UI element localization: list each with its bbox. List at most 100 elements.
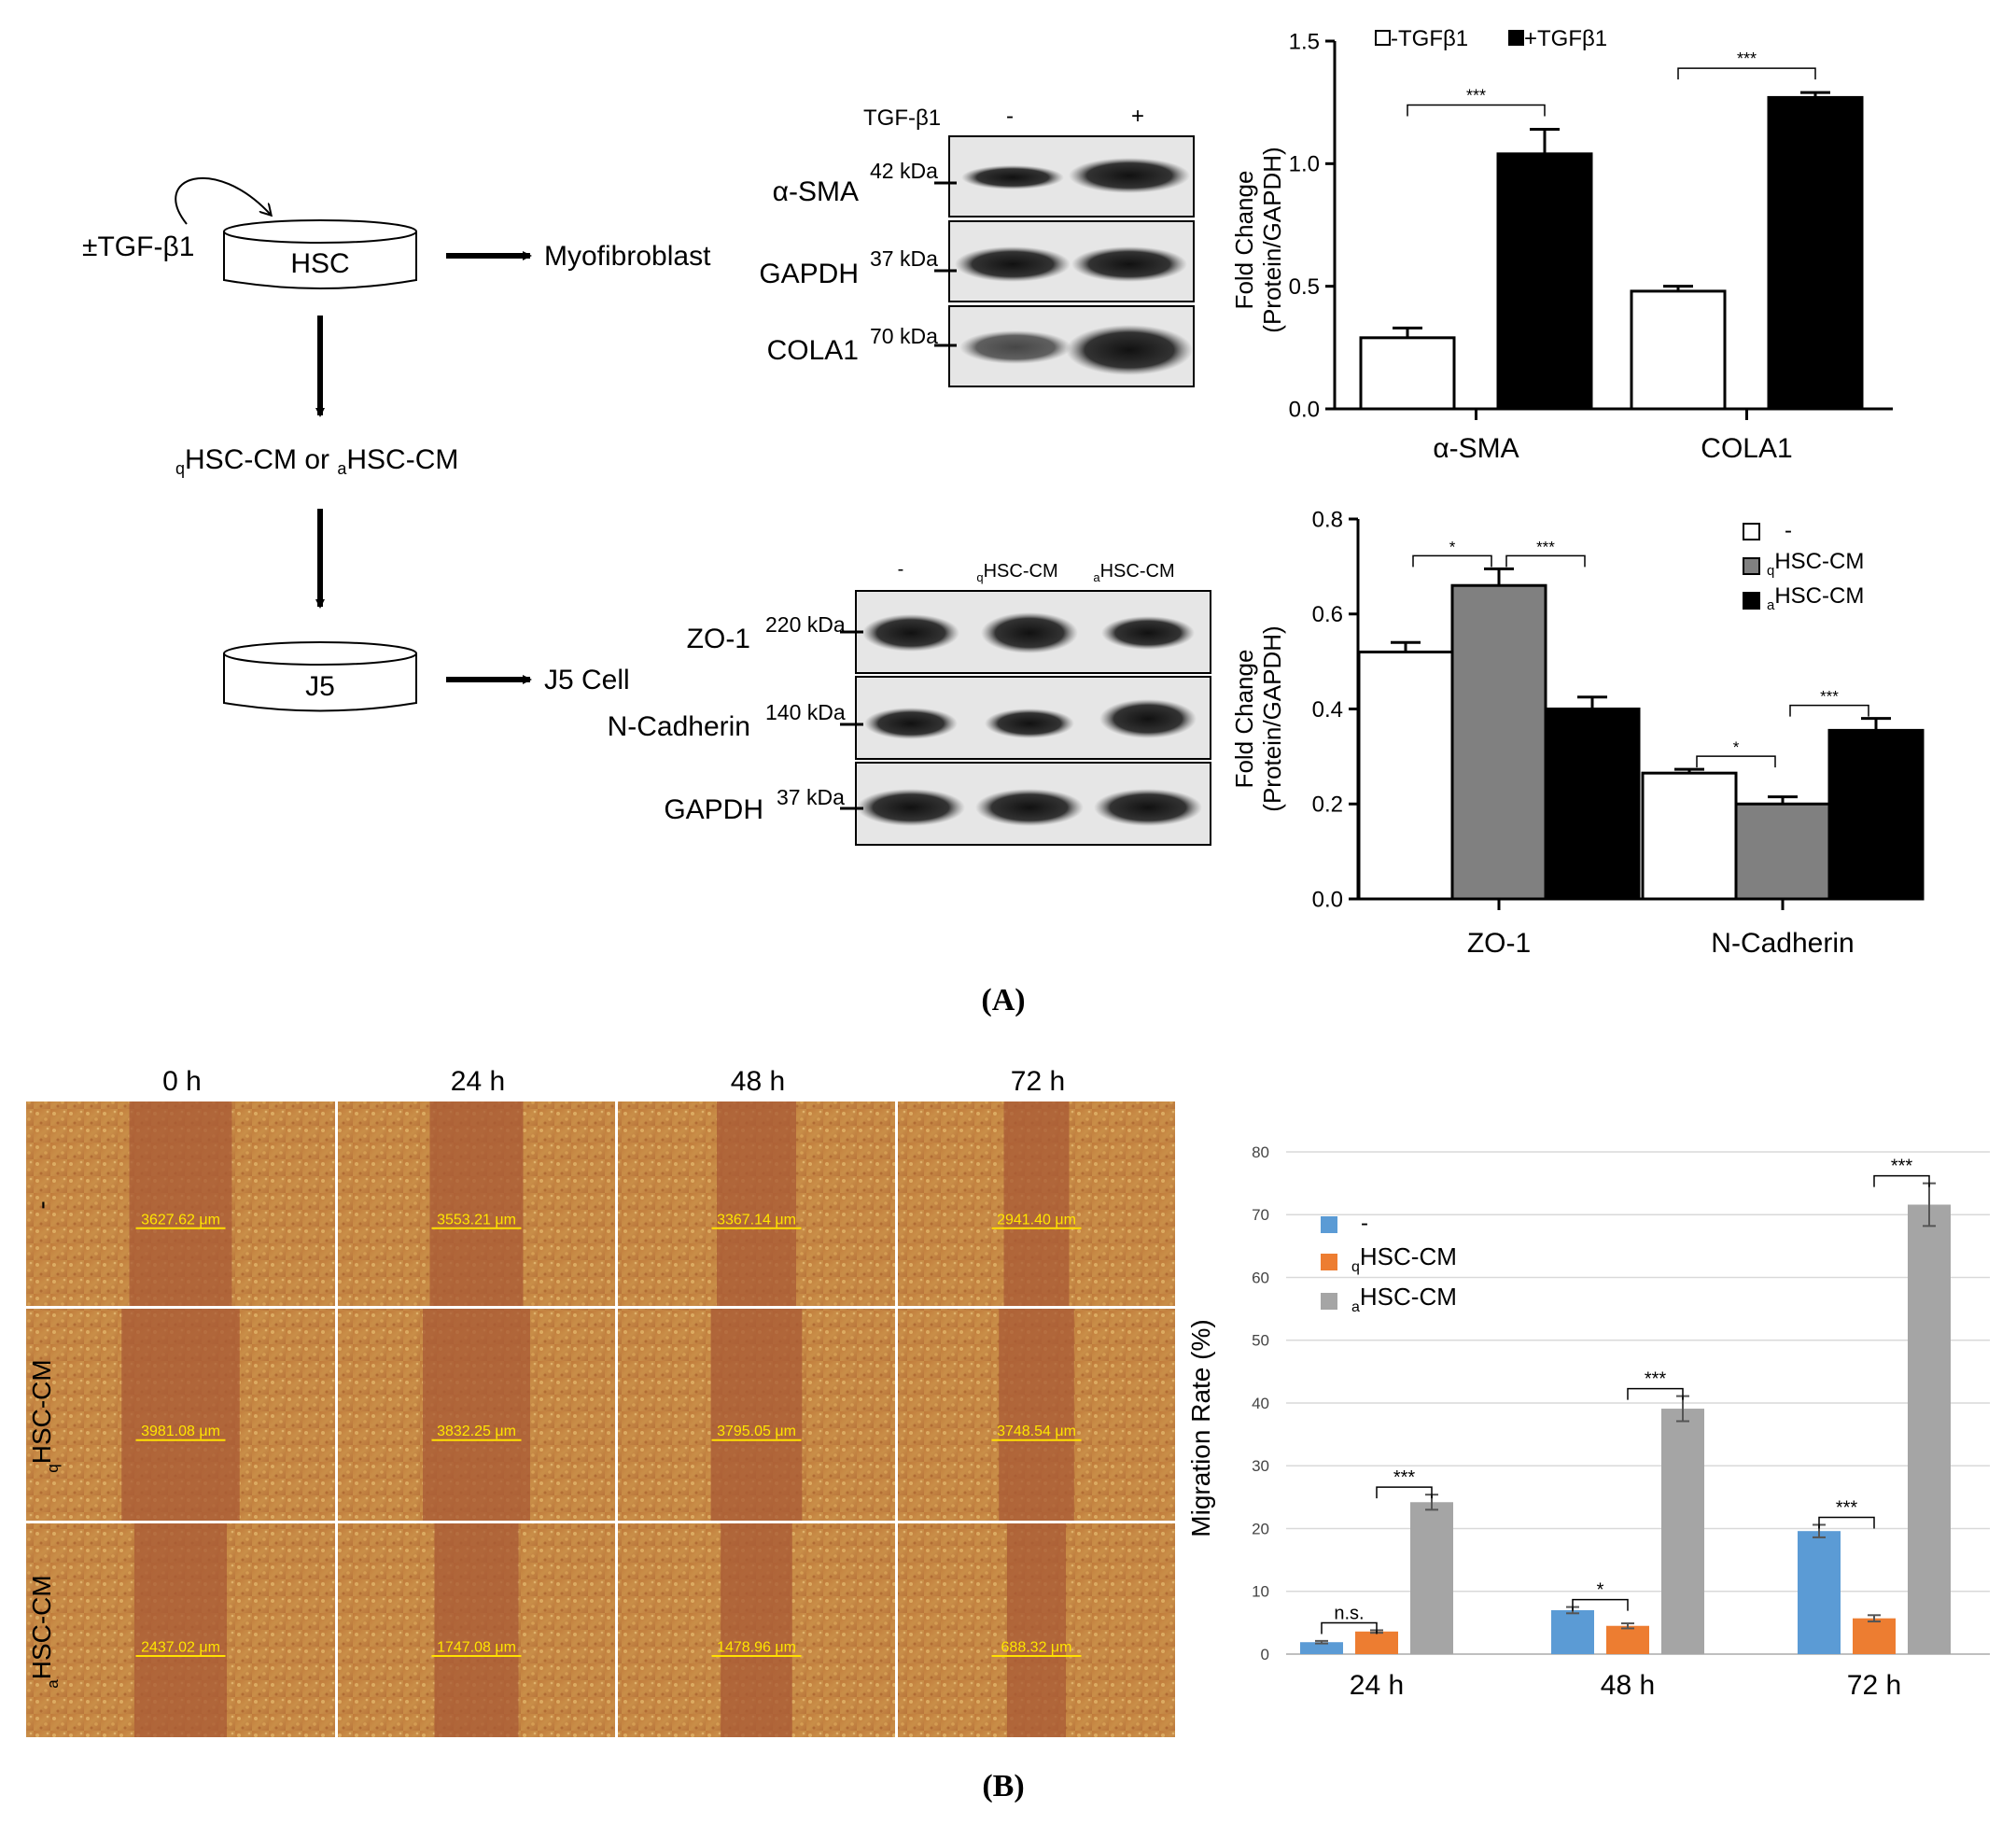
legend-label-ahsc: aHSC-CM	[1351, 1283, 1457, 1315]
wound-measurement-label: 3367.14 μm	[717, 1212, 796, 1228]
significance-bracket	[1818, 1516, 1875, 1529]
bar	[1450, 583, 1547, 901]
schematic: ±TGF-β1 HSC Myofibroblast qHSC-CM or aHS…	[82, 176, 711, 712]
significance-bracket	[1696, 755, 1776, 768]
y-tick-label: 0.2	[1312, 793, 1343, 818]
significance-label: ***	[1820, 688, 1839, 706]
bar	[1827, 728, 1925, 901]
panel-label-a: (A)	[981, 983, 1025, 1017]
wound-measurement-label: 3795.05 μm	[717, 1424, 796, 1439]
blot-band	[864, 708, 958, 739]
x-tick-label: α-SMA	[1433, 433, 1519, 464]
legend-swatch-qhsc	[1321, 1254, 1337, 1270]
blot-lane-plus: +	[1131, 104, 1144, 129]
significance-label: n.s.	[1334, 1603, 1364, 1623]
bar	[1410, 1502, 1453, 1654]
blot-band	[981, 612, 1078, 653]
wound-gap	[134, 1523, 227, 1737]
chart1-ylabel-line2: (Protein/GAPDH)	[1258, 147, 1286, 332]
j5-label: J5	[305, 671, 335, 702]
significance-bracket	[1412, 554, 1492, 568]
wound-measurement-label: 1478.96 μm	[717, 1639, 796, 1655]
autocrine-arrow	[175, 176, 271, 225]
chart2-ylabel: Fold Change (Protein/GAPDH)	[1230, 625, 1286, 811]
legend-swatch-control	[1743, 523, 1760, 540]
significance-bracket	[1873, 1174, 1930, 1187]
panel-label-b: (B)	[982, 1769, 1024, 1803]
hsc-label: HSC	[290, 248, 349, 279]
wound-measurement-label: 3981.08 μm	[141, 1424, 220, 1439]
x-tick-label: 72 h	[1847, 1670, 1901, 1701]
wound-row-label: qHSC-CM	[27, 1359, 62, 1472]
significance-label: ***	[1466, 87, 1486, 105]
significance-label: ***	[1536, 538, 1555, 555]
blot-lane-label: qHSC-CM	[976, 561, 1057, 584]
y-tick-label: 80	[1252, 1144, 1269, 1161]
blot-band	[857, 789, 965, 826]
blot-band	[1069, 158, 1190, 193]
chart2-ylabel-line1: Fold Change	[1230, 650, 1258, 789]
significance-bracket	[1321, 1621, 1378, 1635]
bar	[1496, 152, 1593, 411]
blot-band	[961, 165, 1064, 189]
y-tick-label: 0.4	[1312, 697, 1343, 723]
x-tick-label: ZO-1	[1467, 928, 1531, 959]
significance-bracket	[1789, 704, 1869, 717]
wound-measurement-label: 2941.40 μm	[997, 1212, 1076, 1228]
legend-swatch-ahsc	[1321, 1293, 1337, 1310]
significance-bracket	[1505, 554, 1586, 568]
bar	[1359, 336, 1456, 411]
conditioned-media-label: qHSC-CM or aHSC-CM	[175, 444, 458, 478]
j5-cell-label: J5 Cell	[544, 665, 630, 695]
blot-protein-label: GAPDH	[664, 794, 763, 825]
y-tick-label: 0.6	[1312, 602, 1343, 627]
chart3-ylabel: Migration Rate (%)	[1186, 1319, 1215, 1536]
blot-band	[985, 709, 1074, 738]
blot-row: N-Cadherin 140 kDa	[608, 676, 1211, 760]
wound-image: 3748.54 μm	[898, 1309, 1175, 1521]
bar	[1551, 1609, 1594, 1654]
blot-kda-label: 140 kDa	[765, 700, 846, 724]
wound-image: 3627.62 μm	[26, 1101, 335, 1306]
x-tick-label: 24 h	[1350, 1670, 1404, 1701]
wound-column-header: 48 h	[731, 1066, 785, 1097]
bar	[1798, 1531, 1841, 1654]
significance-label: ***	[1891, 1157, 1913, 1177]
x-tick-label: N-Cadherin	[1711, 928, 1854, 959]
wound-healing-grid: 0 h 24 h 48 h 72 h 3627.62 μm 3553.21 μm 3367.…	[26, 1066, 1175, 1737]
western-blot-cm: - qHSC-CM aHSC-CM ZO-1 220 kDa N-Cadheri…	[608, 559, 1211, 846]
wound-measurement-label: 2437.02 μm	[141, 1639, 220, 1655]
wound-column-header: 0 h	[162, 1066, 202, 1097]
y-tick-label: 50	[1252, 1332, 1269, 1350]
wound-gap	[1003, 1101, 1070, 1306]
bar	[1300, 1642, 1343, 1654]
wound-image: 3795.05 μm	[618, 1309, 895, 1521]
wound-image: 1747.08 μm	[338, 1523, 615, 1737]
wound-measurement-label: 3553.21 μm	[437, 1212, 516, 1228]
chart-migration-rate: Migration Rate (%) 0 10 20 30 40 50 60 70 80 n.s…	[1186, 1144, 1990, 1701]
blot-protein-label: N-Cadherin	[608, 711, 750, 742]
wound-gap	[1007, 1523, 1066, 1737]
western-blot-tgf: TGF-β1 - + α-SMA 42 kDa GAPDH 37 kDa COL…	[759, 104, 1195, 387]
wound-measurement-label: 1747.08 μm	[437, 1639, 516, 1655]
significance-bracket	[1407, 104, 1546, 117]
legend-swatch-control	[1321, 1216, 1337, 1233]
blot-kda-label: 42 kDa	[870, 159, 938, 183]
wound-column-header: 24 h	[451, 1066, 505, 1097]
bar	[1357, 650, 1454, 901]
blot-band	[1099, 699, 1197, 738]
blot-row: COLA1 70 kDa	[767, 305, 1195, 387]
y-tick-label: 0.0	[1312, 887, 1343, 912]
wound-gap	[429, 1101, 524, 1306]
legend-label-qhsc: qHSC-CM	[1767, 549, 1864, 579]
chart-cm-fold-change: Fold Change (Protein/GAPDH) 0.0 0.2 0.4 0.6…	[1230, 507, 1925, 959]
blot-kda-label: 70 kDa	[870, 324, 938, 348]
wound-image: 3367.14 μm	[618, 1101, 895, 1306]
legend-label-minus-tgf: -TGFβ1	[1391, 26, 1468, 51]
wound-measurement-label: 3832.25 μm	[437, 1424, 516, 1439]
y-tick-label: 70	[1252, 1206, 1269, 1224]
wound-gap	[121, 1309, 240, 1521]
blot-protein-label: ZO-1	[687, 624, 750, 654]
blot-band	[959, 330, 1071, 364]
wound-gap	[710, 1309, 803, 1521]
